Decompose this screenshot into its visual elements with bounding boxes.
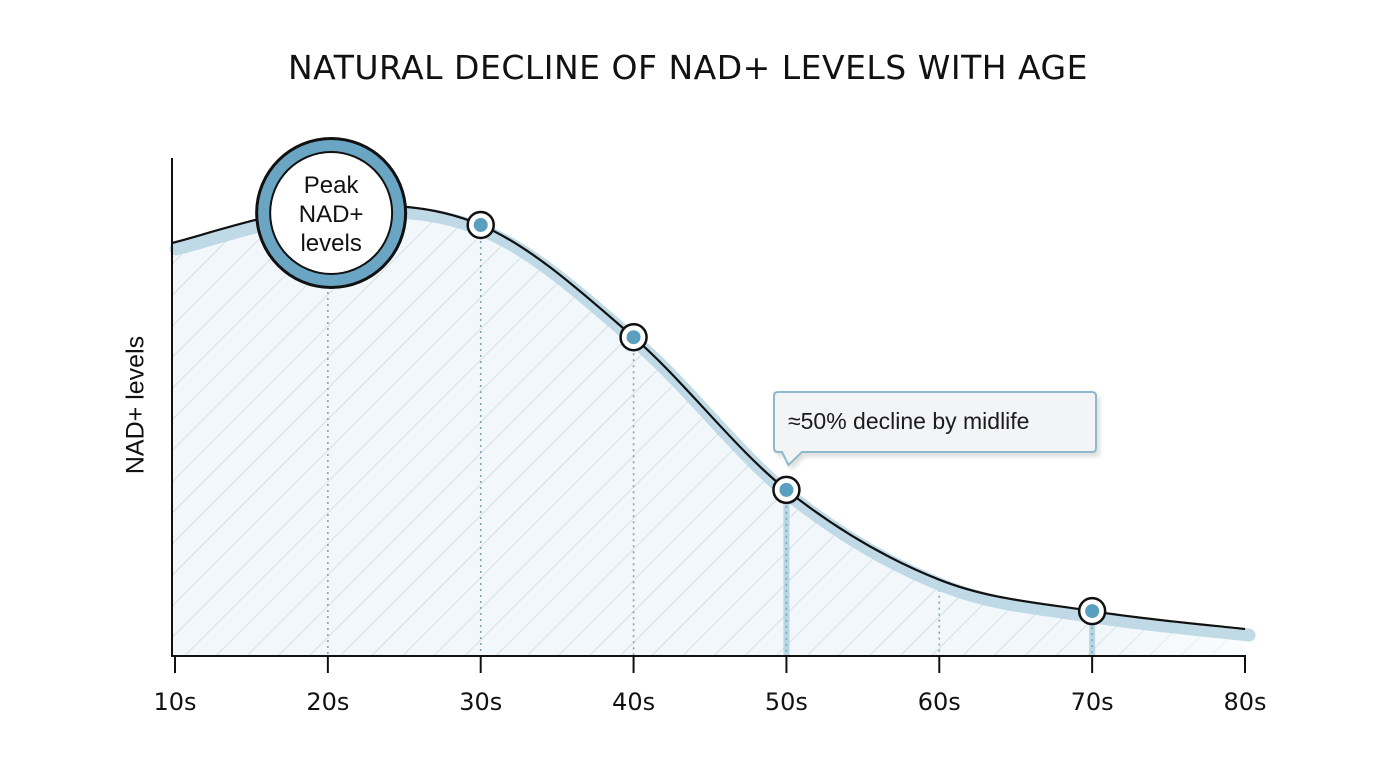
x-tick-label: 80s	[1223, 688, 1266, 716]
points-layer	[466, 210, 1107, 626]
peak-circle-inner	[271, 153, 392, 273]
x-ticks: 10s 20s 30s 40s 50s 60s 70s 80s	[153, 656, 1267, 716]
x-tick-label: 30s	[459, 688, 502, 716]
callout-box	[773, 391, 1097, 467]
x-tick-label: 20s	[306, 688, 349, 716]
x-tick-label: 70s	[1071, 688, 1114, 716]
decline-callout: ≈50% decline by midlife	[773, 391, 1097, 467]
data-point-marker	[619, 322, 648, 352]
x-tick-label: 60s	[918, 688, 961, 716]
data-point-marker	[1077, 596, 1107, 626]
chart-title: NATURAL DECLINE OF NAD+ LEVELS WITH AGE	[288, 48, 1088, 87]
data-point-marker	[772, 475, 801, 505]
x-tick-label: 40s	[612, 688, 655, 716]
peak-label-line: levels	[300, 230, 361, 257]
peak-label-line: NAD+	[299, 201, 364, 228]
data-point-marker	[466, 210, 495, 240]
x-tick-label: 50s	[765, 688, 808, 716]
peak-annotation: Peak NAD+ levels	[255, 137, 408, 289]
y-axis-label: NAD+ levels	[122, 336, 150, 474]
peak-label-line: Peak	[304, 172, 360, 199]
callout-text: ≈50% decline by midlife	[788, 408, 1029, 434]
guides-layer	[327, 234, 1096, 656]
x-tick-label: 10s	[153, 688, 196, 716]
